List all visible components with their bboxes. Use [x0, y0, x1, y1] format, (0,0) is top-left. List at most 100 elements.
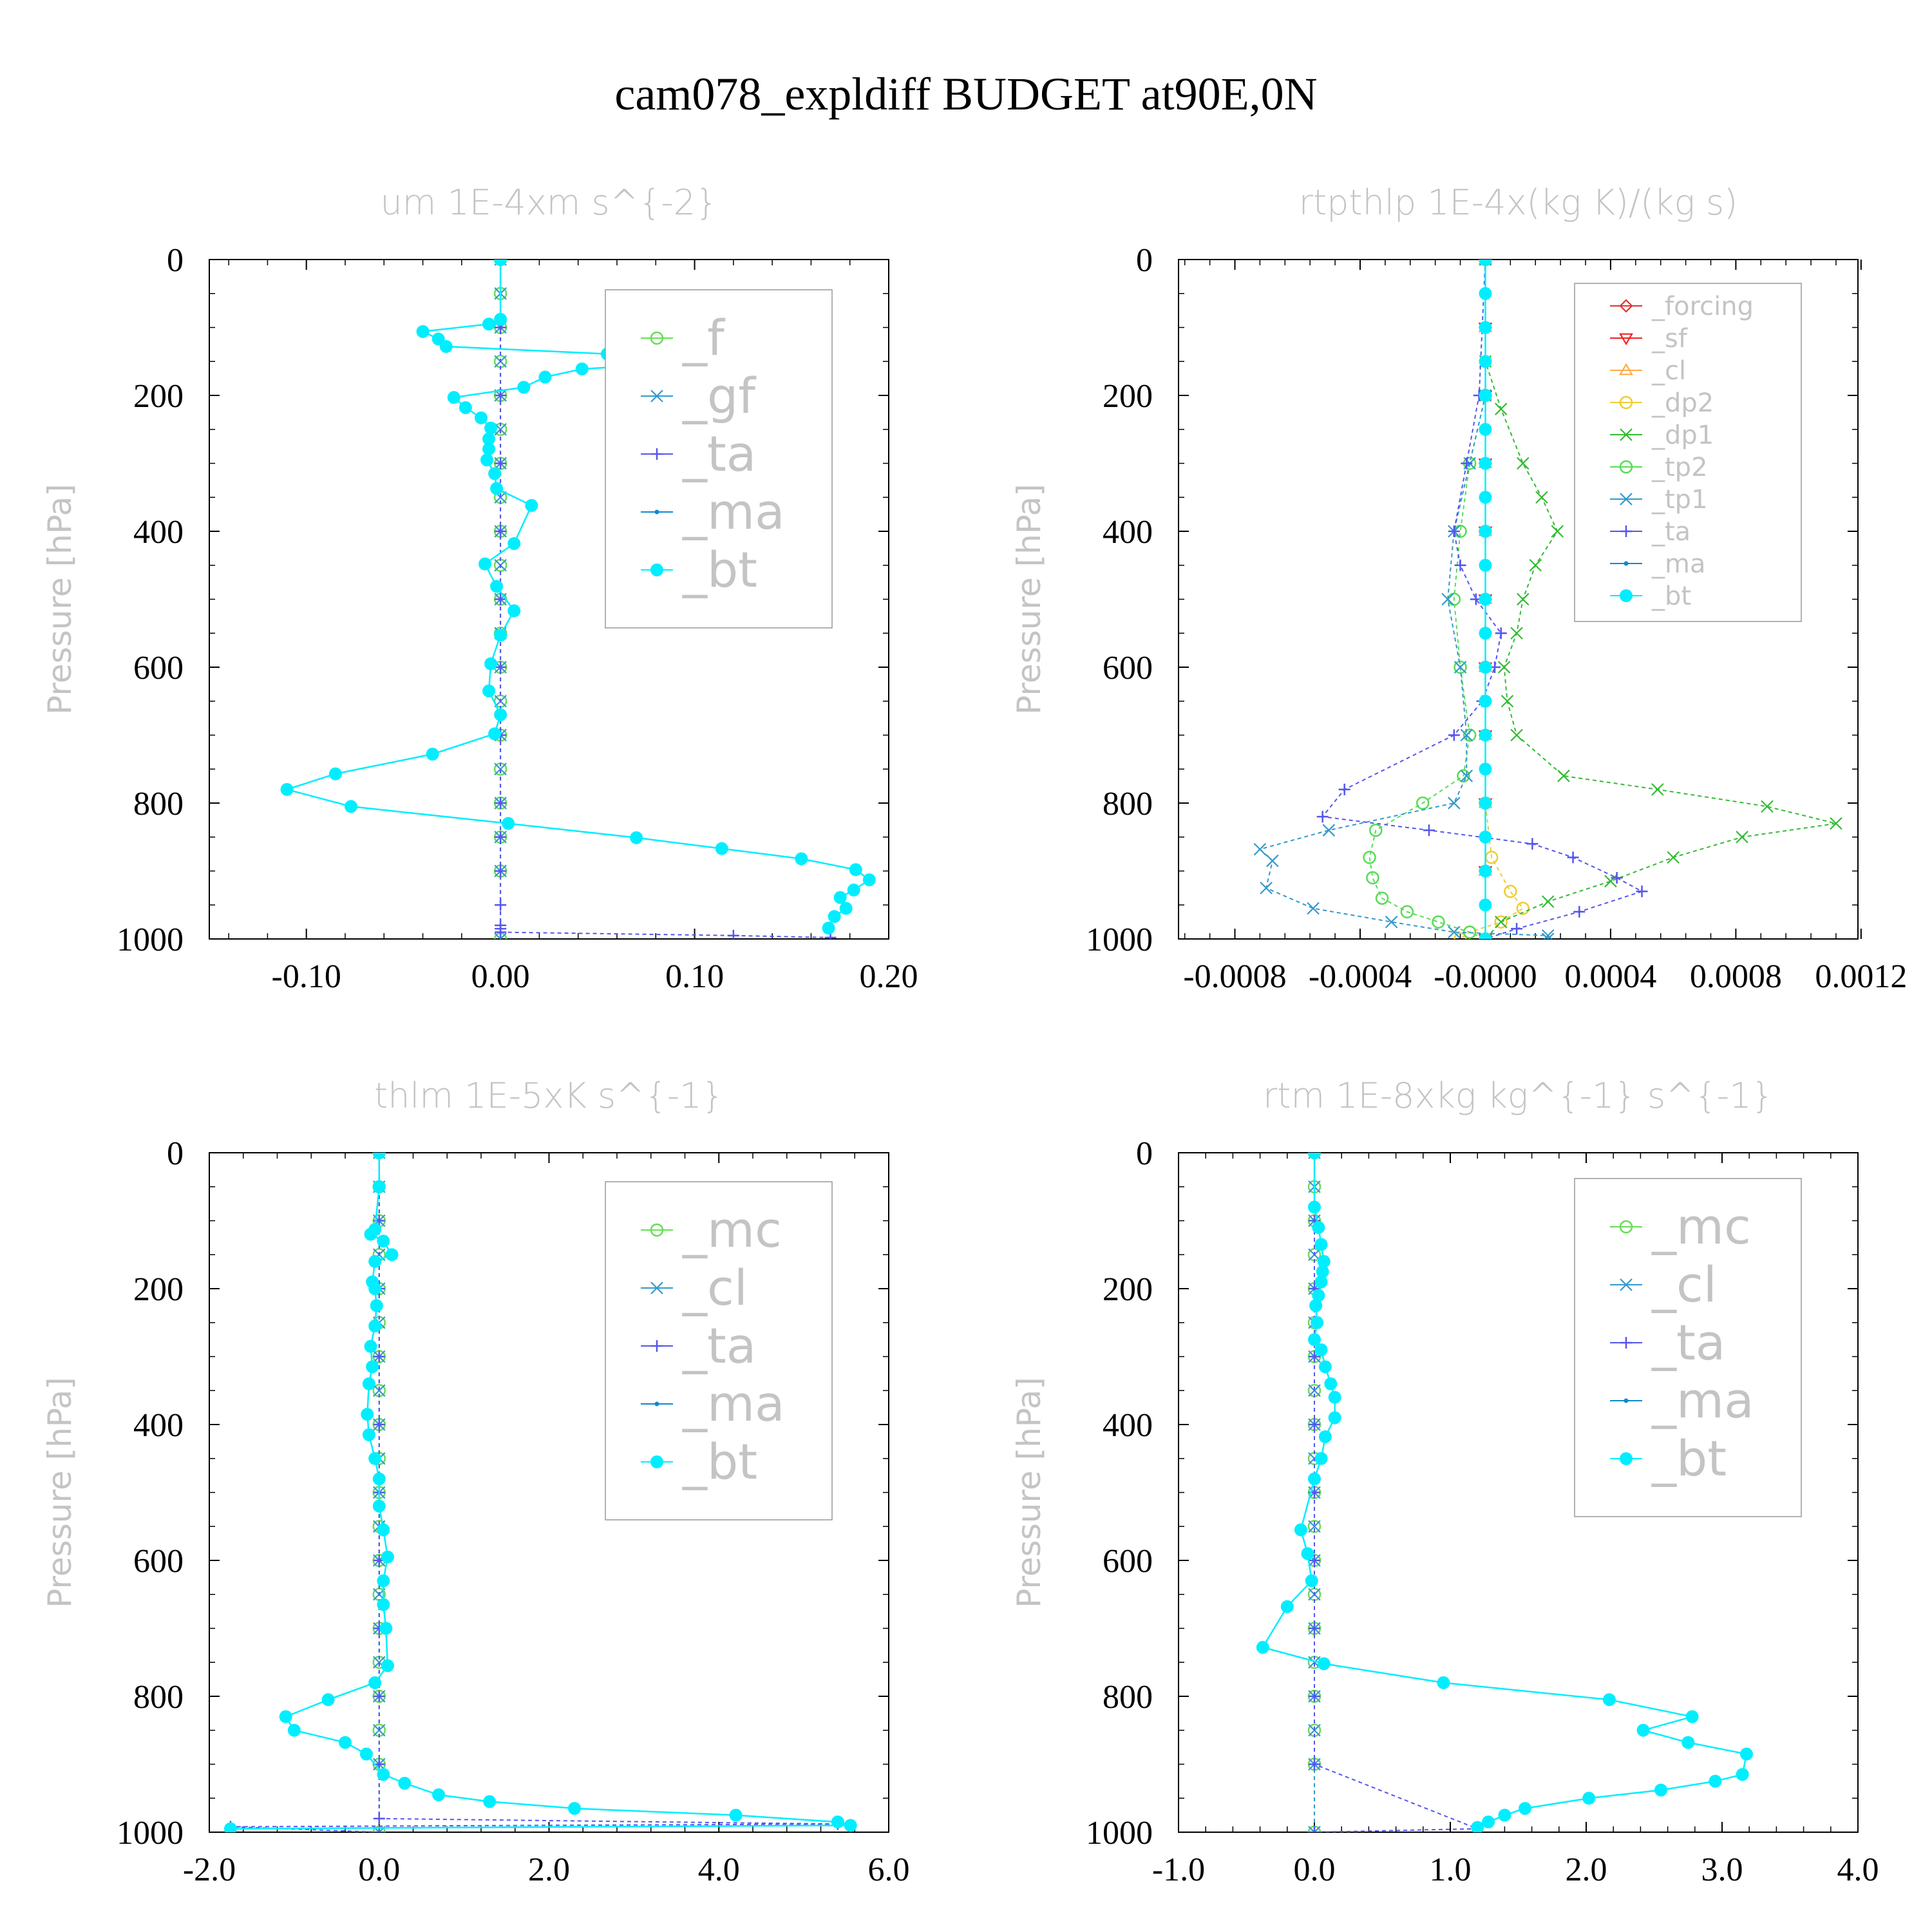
- data-point: [1441, 592, 1454, 606]
- data-point: [1305, 1574, 1318, 1587]
- data-point: [1448, 729, 1460, 741]
- data-point: [568, 1802, 582, 1815]
- data-point: [1479, 762, 1492, 776]
- data-point: [1479, 797, 1492, 810]
- x-tick-label: 6.0: [868, 1852, 910, 1888]
- data-point: [1636, 1723, 1650, 1737]
- y-tick-label: 400: [133, 1407, 184, 1444]
- data-point: [482, 317, 496, 331]
- data-point: [1494, 915, 1508, 929]
- data-point: [495, 926, 507, 938]
- data-point: [1567, 851, 1579, 864]
- data-point: [1256, 1641, 1269, 1654]
- y-tick-label: 400: [133, 514, 184, 551]
- y-tick-label: 1000: [1086, 1815, 1153, 1852]
- legend-label: _ma: [1651, 549, 1705, 579]
- data-point: [727, 929, 739, 939]
- x-tick-label: 2.0: [1566, 1852, 1607, 1888]
- data-point: [507, 604, 521, 618]
- data-point: [1479, 694, 1492, 708]
- data-point: [1551, 525, 1564, 538]
- data-point: [1308, 1472, 1321, 1486]
- data-point: [839, 902, 853, 915]
- legend-label: _tp2: [1651, 453, 1708, 482]
- data-point: [372, 1153, 386, 1159]
- panel-thlm: thlm 1E-5xK s^{-1} Pressure [hPa] -2.0 0.0 2…: [41, 1075, 910, 1888]
- data-point: [1308, 1520, 1321, 1533]
- data-point: [1423, 824, 1435, 837]
- legend-marker: [1619, 363, 1633, 375]
- data-point: [849, 863, 862, 876]
- data-point: [495, 593, 507, 605]
- data-point: [1519, 1802, 1532, 1815]
- data-point: [439, 340, 453, 354]
- data-point: [502, 817, 515, 830]
- data-point: [1582, 1792, 1596, 1805]
- data-point: [1338, 783, 1350, 795]
- data-point: [517, 381, 531, 394]
- data-point: [1369, 823, 1383, 837]
- data-point: [1309, 1690, 1320, 1702]
- data-point: [287, 1723, 301, 1737]
- data-point: [1611, 872, 1623, 884]
- series-line: [230, 1153, 838, 1832]
- data-point: [495, 457, 507, 469]
- data-point: [1541, 933, 1555, 939]
- data-point: [495, 831, 507, 843]
- x-tick-label: 0.0004: [1564, 958, 1656, 995]
- data-point: [1253, 842, 1267, 856]
- data-point: [1317, 1255, 1331, 1268]
- legend-label: _dp1: [1651, 421, 1714, 450]
- x-tick-label: 4.0: [698, 1852, 740, 1888]
- panel-um: um 1E-4xm s^{-2} Pressure [hPa] -0.10 0.00 0…: [41, 182, 918, 995]
- data-point: [361, 1408, 374, 1421]
- data-point: [1328, 1411, 1341, 1425]
- y-tick-label: 0: [1136, 1135, 1153, 1172]
- data-point: [1316, 1265, 1329, 1278]
- data-point: [1311, 1316, 1324, 1329]
- legend-box: [1574, 283, 1802, 622]
- y-tick-label: 400: [1103, 514, 1153, 551]
- data-point: [1479, 287, 1492, 300]
- data-point: [339, 1736, 352, 1749]
- data-point: [1736, 1768, 1749, 1781]
- y-tick-label: 1000: [117, 922, 184, 958]
- data-point: [1535, 491, 1548, 504]
- legend-marker: [1619, 299, 1633, 313]
- y-tick-label: 0: [167, 242, 184, 279]
- data-point: [1309, 1758, 1320, 1770]
- data-point: [328, 767, 342, 781]
- legend-label: _gf: [682, 367, 757, 424]
- legend-label: _bt: [1651, 582, 1691, 611]
- legend-label: _tp1: [1651, 485, 1708, 515]
- data-point: [1309, 1350, 1320, 1363]
- y-tick-label: 0: [1136, 242, 1153, 279]
- data-point: [831, 1815, 844, 1829]
- data-point: [1517, 457, 1530, 470]
- data-point: [1830, 817, 1842, 830]
- legend-label: _ta: [1651, 517, 1690, 547]
- x-tick-label: 0.0: [1294, 1852, 1336, 1888]
- data-point: [1510, 728, 1523, 742]
- data-point: [379, 1622, 393, 1635]
- data-point: [345, 800, 358, 813]
- y-tick-label: 600: [133, 1543, 184, 1580]
- data-point: [1309, 1299, 1323, 1312]
- data-point: [1557, 770, 1570, 782]
- y-tick-label: 800: [133, 786, 184, 822]
- data-point: [280, 782, 294, 796]
- data-point: [1479, 627, 1492, 640]
- legend: _f_gf_ta_ma_bt: [605, 289, 833, 629]
- data-point: [1314, 1275, 1328, 1289]
- data-point: [482, 684, 496, 697]
- data-point: [494, 708, 507, 721]
- data-point: [1448, 797, 1461, 810]
- data-point: [1437, 1676, 1450, 1689]
- data-point: [372, 1499, 386, 1513]
- legend-label: _ma: [1651, 1372, 1754, 1429]
- legend-label: _ta: [682, 1317, 756, 1374]
- legend-marker: [650, 331, 664, 345]
- panel-title: thlm 1E-5xK s^{-1}: [374, 1075, 724, 1116]
- y-tick-label: 0: [167, 1135, 184, 1172]
- data-point: [1761, 800, 1774, 813]
